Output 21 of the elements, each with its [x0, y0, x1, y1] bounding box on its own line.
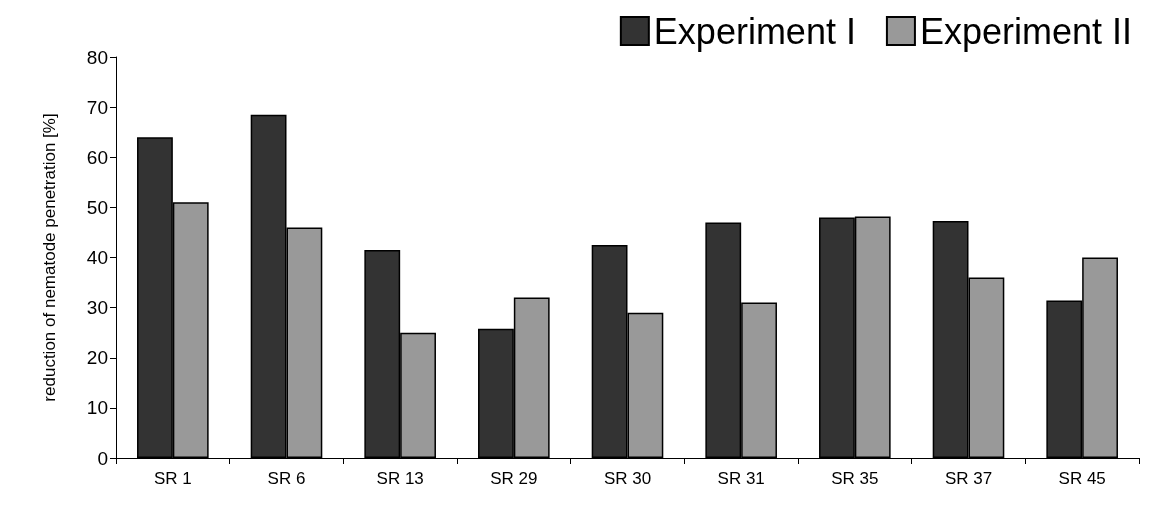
y-tick-label: 10	[86, 397, 108, 419]
x-tick-label: SR 6	[267, 469, 306, 488]
y-tick-label: 70	[86, 96, 108, 118]
x-tick-label: SR 13	[376, 469, 424, 488]
y-tick-label: 0	[97, 447, 108, 469]
x-tick-label: SR 30	[603, 469, 652, 488]
y-tick-label: 60	[86, 146, 108, 168]
y-axis-title: reduction of nematode penetration [%]	[40, 113, 59, 402]
y-tick-label: 50	[86, 196, 108, 218]
y-tick-label: 40	[86, 247, 108, 268]
y-tick-label: 20	[86, 347, 108, 369]
y-tick-label: 30	[86, 297, 108, 319]
x-tick-label: SR 37	[944, 469, 993, 488]
legend-label: Experiment I	[653, 10, 856, 52]
x-tick-label: SR 31	[717, 469, 765, 488]
x-tick-label: SR 1	[153, 469, 192, 488]
x-tick-label: SR 29	[490, 469, 538, 488]
x-tick-label: SR 45	[1058, 469, 1106, 488]
y-tick-label: 80	[86, 46, 108, 68]
legend-label: Experiment II	[919, 10, 1133, 52]
x-tick-label: SR 35	[831, 469, 879, 488]
